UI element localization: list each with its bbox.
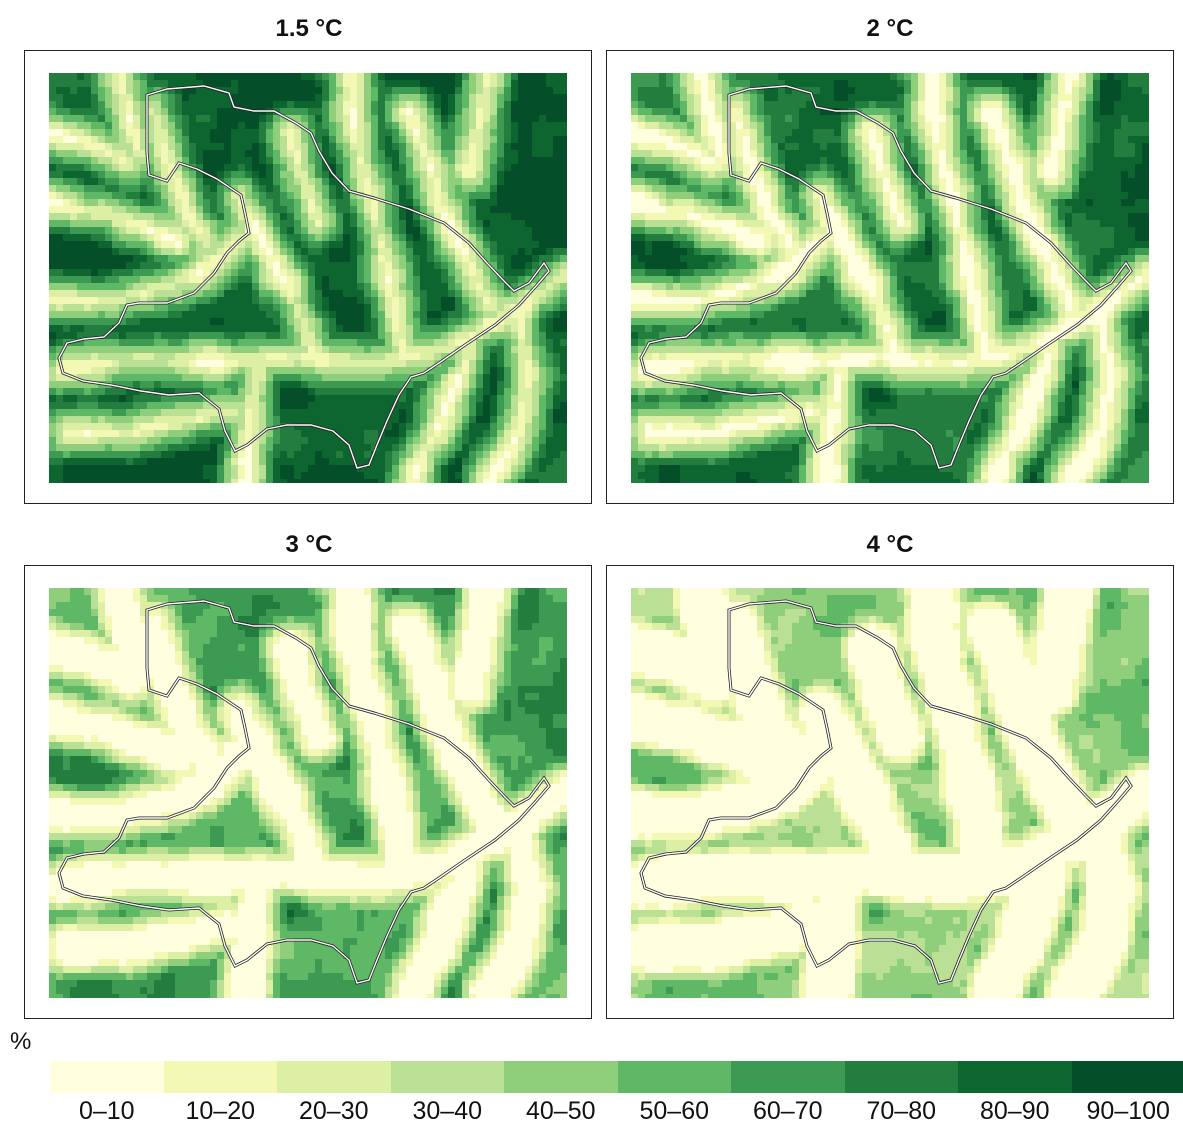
map-raster-2	[631, 73, 1149, 483]
legend-unit: %	[10, 1028, 32, 1055]
legend-swatch	[50, 1061, 164, 1093]
legend-label: 0–10	[78, 1097, 135, 1125]
legend-label: 30–40	[412, 1097, 483, 1125]
legend-label: 80–90	[979, 1097, 1050, 1125]
legend-label: 90–100	[1086, 1097, 1170, 1125]
map-raster-3	[49, 588, 567, 998]
legend-swatch	[504, 1061, 618, 1093]
legend-label: 40–50	[525, 1097, 596, 1125]
legend-label: 10–20	[185, 1097, 256, 1125]
region-outline	[58, 600, 550, 984]
legend-swatch	[617, 1061, 732, 1093]
region-outline	[58, 85, 550, 469]
map-panel-3	[24, 565, 592, 1019]
legend-swatch	[390, 1061, 505, 1093]
legend-swatch	[731, 1061, 845, 1093]
region-outline	[640, 600, 1132, 984]
panel-title-2: 2 °C	[866, 15, 914, 42]
map-panel-1	[24, 50, 592, 504]
map-raster-4	[631, 588, 1149, 998]
legend-label: 60–70	[752, 1097, 823, 1125]
legend-label: 70–80	[866, 1097, 937, 1125]
map-panel-2	[606, 50, 1174, 504]
map-raster-1	[49, 73, 567, 483]
panel-title-3: 3 °C	[285, 531, 333, 558]
legend-swatch	[844, 1061, 959, 1093]
panel-title-4: 4 °C	[866, 531, 914, 558]
legend-swatch	[958, 1061, 1072, 1093]
map-panel-4	[606, 565, 1174, 1019]
legend-label: 20–30	[298, 1097, 369, 1125]
legend-swatch	[277, 1061, 391, 1093]
legend-swatch	[163, 1061, 278, 1093]
legend-label: 50–60	[639, 1097, 710, 1125]
legend-swatch	[1071, 1061, 1183, 1093]
panel-title-1: 1.5 °C	[275, 15, 343, 42]
region-outline	[640, 85, 1132, 469]
